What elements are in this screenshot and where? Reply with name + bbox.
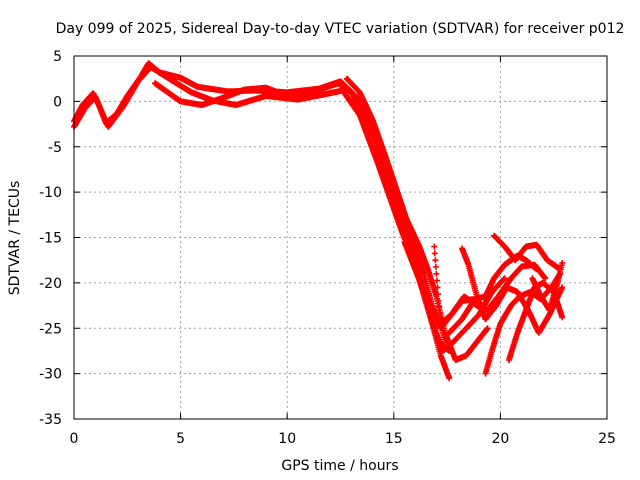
grid bbox=[74, 56, 607, 419]
y-tick-label: -25 bbox=[39, 321, 62, 337]
y-tick-label: -30 bbox=[39, 367, 62, 383]
y-tick-label: -5 bbox=[48, 140, 62, 156]
data-markers bbox=[505, 279, 566, 363]
x-tick-label: 5 bbox=[176, 431, 185, 447]
series-10 bbox=[491, 232, 564, 273]
data-markers bbox=[431, 243, 448, 345]
y-tick-label: 5 bbox=[53, 49, 62, 65]
data-markers bbox=[343, 75, 491, 363]
series-11 bbox=[505, 279, 566, 363]
y-tick-label: 0 bbox=[53, 94, 62, 110]
data-markers bbox=[529, 259, 566, 314]
x-tick-label: 25 bbox=[598, 431, 616, 447]
x-tick-label: 15 bbox=[385, 431, 403, 447]
axis-ticks bbox=[73, 55, 608, 420]
tick-labels: 0 5 10 15 20 25 5 0 -5 -10 -15 -20 -25 -30 -35 bbox=[39, 49, 616, 447]
y-tick-label: -20 bbox=[39, 276, 62, 292]
x-tick-label: 20 bbox=[491, 431, 509, 447]
chart-title: Day 099 of 2025, Sidereal Day-to-day VTE… bbox=[56, 21, 625, 37]
x-tick-label: 0 bbox=[70, 431, 79, 447]
y-axis-label: SDTVAR / TECUs bbox=[7, 181, 23, 296]
series-3 bbox=[343, 75, 491, 363]
y-tick-label: -15 bbox=[39, 231, 62, 247]
y-tick-label: -10 bbox=[39, 185, 62, 201]
x-axis-label: GPS time / hours bbox=[281, 458, 398, 474]
data-markers bbox=[491, 232, 564, 273]
y-tick-label: -35 bbox=[39, 412, 62, 428]
series-5 bbox=[431, 243, 448, 345]
series-12 bbox=[529, 259, 566, 314]
x-tick-label: 10 bbox=[278, 431, 296, 447]
